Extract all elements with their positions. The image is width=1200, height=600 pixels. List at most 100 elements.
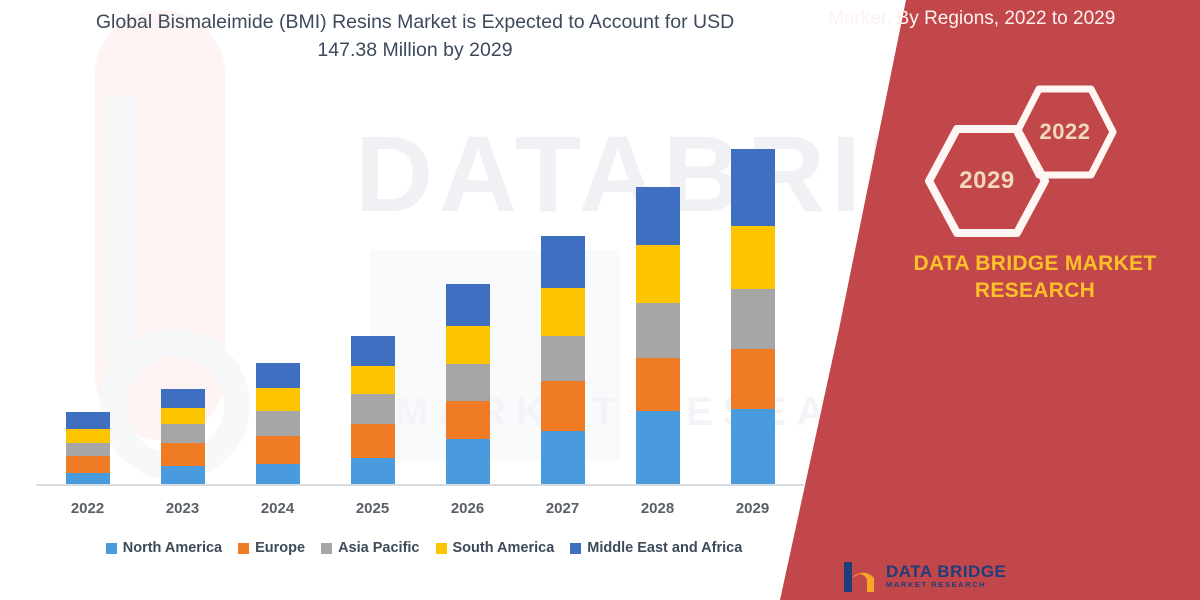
bar-segment[interactable] [255, 362, 300, 388]
x-axis-label-2027: 2027 [545, 500, 580, 517]
x-axis-label-2029: 2029 [735, 500, 770, 517]
bar-segment[interactable] [635, 303, 680, 359]
hexagon-badge-start-label: 2022 [1039, 119, 1091, 144]
legend-item[interactable]: Asia Pacific [321, 540, 420, 556]
bar-group-2027 [515, 110, 610, 485]
bar-segment[interactable] [445, 364, 490, 402]
stacked-bar[interactable] [255, 362, 300, 485]
brand-line-2: RESEARCH [974, 279, 1096, 303]
bridge-logo-icon [840, 556, 878, 596]
bar-segment[interactable] [445, 401, 490, 440]
bar-group-2025 [325, 110, 420, 485]
chart-legend: North America Europe Asia Pacific South Ame… [44, 540, 804, 556]
bar-segment[interactable] [255, 464, 300, 485]
stacked-bar-chart [40, 110, 800, 485]
legend-label: North America [122, 540, 223, 556]
bar-segment[interactable] [255, 410, 300, 436]
stacked-bar[interactable] [540, 236, 585, 485]
stacked-bar[interactable] [160, 388, 205, 485]
company-logo: DATA BRIDGE MARKET RESEARCH [840, 556, 1006, 596]
bar-segment[interactable] [635, 245, 680, 304]
legend-swatch-icon [435, 542, 447, 554]
logo-subtitle: MARKET RESEARCH [886, 579, 987, 589]
bar-segment[interactable] [350, 457, 395, 485]
bar-segment[interactable] [65, 456, 110, 474]
chart-title: Global Bismaleimide (BMI) Resins Market … [95, 11, 735, 62]
stacked-bar[interactable] [445, 284, 490, 485]
bar-segment[interactable] [350, 393, 395, 424]
brand-title: DATA BRIDGE MARKET RESEARCH [880, 250, 1190, 305]
brand-line-1: DATA BRIDGE MARKET [913, 252, 1157, 275]
x-axis-label-2024: 2024 [260, 500, 295, 517]
bar-segment[interactable] [730, 349, 775, 409]
bar-segment[interactable] [445, 326, 490, 365]
bar-segment[interactable] [65, 412, 110, 430]
bar-segment[interactable] [635, 411, 680, 485]
bar-segment[interactable] [730, 289, 775, 350]
bar-segment[interactable] [540, 287, 585, 336]
bar-group-2022 [40, 110, 135, 485]
bar-segment[interactable] [730, 226, 775, 290]
bar-segment[interactable] [65, 429, 110, 444]
x-axis-label-2022: 2022 [70, 500, 105, 517]
hexagon-badges: 2022 2029 [925, 85, 1117, 237]
bar-segment[interactable] [540, 430, 585, 485]
bar-segment[interactable] [635, 358, 680, 412]
bar-group-2028 [610, 110, 705, 485]
logo-text: DATA BRIDGE MARKET RESEARCH [886, 563, 1006, 589]
legend-item[interactable]: Europe [238, 540, 305, 556]
watermark-logo-bar [108, 95, 134, 365]
legend-label: Middle East and Africa [587, 540, 743, 556]
legend-label: South America [452, 540, 555, 556]
bar-segment[interactable] [160, 388, 205, 408]
hexagon-badge-end-label: 2029 [959, 167, 1015, 194]
x-axis-line [36, 484, 804, 486]
stacked-bar[interactable] [350, 336, 395, 485]
bar-segment[interactable] [65, 443, 110, 457]
legend-item[interactable]: North America [105, 540, 223, 556]
legend-swatch-icon [321, 542, 333, 554]
bar-segment[interactable] [160, 407, 205, 424]
bar-segment[interactable] [65, 473, 110, 485]
legend-swatch-icon [105, 542, 117, 554]
legend-item[interactable]: Middle East and Africa [570, 540, 742, 556]
hexagon-badge-end: 2029 [925, 125, 1049, 237]
bar-segment[interactable] [255, 387, 300, 411]
bar-group-2026 [420, 110, 515, 485]
legend-label: Asia Pacific [338, 540, 420, 556]
legend-label: Europe [255, 540, 306, 556]
x-axis-label-2025: 2025 [355, 500, 390, 517]
x-axis-label-2023: 2023 [165, 500, 200, 517]
bar-segment[interactable] [160, 423, 205, 443]
bar-segment[interactable] [445, 439, 490, 485]
x-axis-labels: 2022 2023 2024 2025 2026 2027 2028 2029 [40, 500, 800, 517]
stacked-bar[interactable] [635, 187, 680, 485]
bar-segment[interactable] [635, 187, 680, 246]
bar-segment[interactable] [540, 380, 585, 431]
logo-name: DATA BRIDGE [886, 562, 1007, 582]
bar-segment[interactable] [730, 149, 775, 227]
bar-group-2024 [230, 110, 325, 485]
bars-container [40, 110, 800, 485]
bar-segment[interactable] [160, 465, 205, 485]
bar-segment[interactable] [540, 335, 585, 381]
legend-swatch-icon [238, 542, 250, 554]
x-axis-label-2026: 2026 [450, 500, 485, 517]
bar-segment[interactable] [350, 365, 395, 394]
stacked-bar[interactable] [730, 149, 775, 485]
legend-item[interactable]: South America [435, 540, 555, 556]
bar-segment[interactable] [350, 423, 395, 458]
bar-group-2023 [135, 110, 230, 485]
bar-segment[interactable] [540, 236, 585, 288]
bar-segment[interactable] [445, 284, 490, 327]
x-axis-label-2028: 2028 [640, 500, 675, 517]
bar-segment[interactable] [160, 442, 205, 466]
bar-segment[interactable] [730, 408, 775, 485]
bar-segment[interactable] [255, 435, 300, 464]
legend-swatch-icon [570, 542, 582, 554]
bar-segment[interactable] [350, 336, 395, 366]
stacked-bar[interactable] [65, 412, 110, 485]
bar-group-2029 [705, 110, 800, 485]
panel-heading: Market, By Regions, 2022 to 2029 [828, 8, 1116, 29]
